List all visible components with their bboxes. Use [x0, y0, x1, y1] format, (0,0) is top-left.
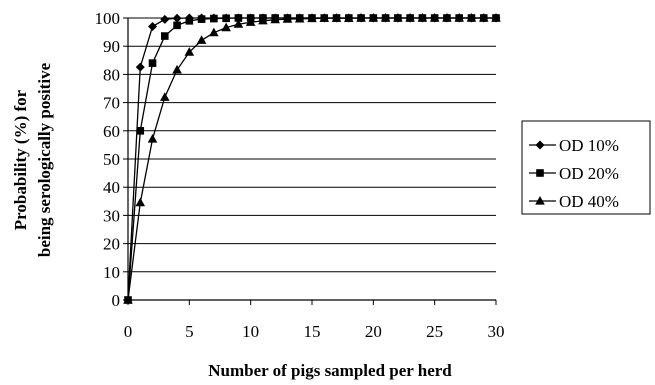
- data-point-od-20-2: [148, 59, 157, 67]
- legend-item-od-10: OD 10%: [529, 136, 619, 155]
- data-point-od-40-23: [405, 13, 415, 22]
- data-point-od-40-25: [429, 13, 440, 22]
- y-tick-label-60: 60: [103, 122, 120, 141]
- data-point-od-40-16: [319, 13, 330, 22]
- x-tick-label-30: 30: [488, 322, 505, 341]
- legend-marker-od-20: [536, 169, 544, 177]
- y-tick-label-50: 50: [103, 150, 120, 169]
- y-tick-label-90: 90: [103, 37, 120, 56]
- y-axis-label: Probability (%) for being serologically …: [11, 62, 54, 257]
- data-point-od-40-8: [221, 22, 231, 32]
- data-point-od-40-19: [356, 13, 366, 22]
- series-group: [123, 13, 501, 305]
- data-point-od-20-3: [161, 32, 169, 40]
- x-tick-label-5: 5: [185, 322, 194, 341]
- data-point-od-40-9: [233, 19, 244, 28]
- y-tick-label-70: 70: [103, 94, 120, 113]
- x-tick-label-10: 10: [242, 322, 259, 341]
- legend-item-od-20: OD 20%: [529, 164, 619, 183]
- y-tick-label-30: 30: [103, 206, 120, 225]
- data-point-od-20-1: [136, 127, 145, 135]
- data-point-od-40-15: [307, 13, 317, 23]
- y-axis-label-line-2: being serologically positive: [35, 62, 54, 257]
- data-point-od-10-1: [135, 62, 145, 72]
- data-point-od-40-26: [442, 13, 452, 22]
- data-point-od-40-10: [245, 17, 256, 26]
- data-point-od-40-11: [258, 15, 268, 25]
- axes: [123, 17, 497, 305]
- data-point-od-20-4: [173, 21, 181, 30]
- data-point-od-40-28: [466, 13, 477, 22]
- data-point-od-40-17: [331, 13, 342, 22]
- y-axis-label-line-1: Probability (%) for: [11, 89, 30, 230]
- data-point-od-20-9: [234, 14, 243, 22]
- series-od-40: [123, 13, 501, 304]
- x-tick-label-25: 25: [426, 322, 443, 341]
- legend-marker-od-40: [535, 196, 545, 205]
- data-point-od-40-27: [454, 13, 464, 22]
- y-tick-label-10: 10: [103, 263, 120, 282]
- y-tick-labels: 0 10 20 30 40 50 60 70 80 90 100: [95, 9, 121, 310]
- data-point-od-40-2: [147, 133, 158, 143]
- y-tick-label-20: 20: [103, 235, 120, 254]
- data-point-od-40-22: [393, 13, 403, 22]
- legend-box: [521, 120, 651, 215]
- x-axis-label: Number of pigs sampled per herd: [208, 361, 452, 380]
- data-point-od-40-6: [196, 35, 207, 44]
- legend-label-od-20: OD 20%: [559, 164, 619, 183]
- x-tick-labels: 0 5 10 15 20 25 30: [124, 322, 505, 341]
- data-point-od-40-21: [380, 13, 391, 22]
- data-point-od-40-20: [368, 13, 379, 22]
- data-point-od-20-7: [210, 14, 218, 23]
- data-point-od-40-4: [172, 64, 182, 74]
- data-point-od-20-8: [222, 14, 230, 23]
- legend-label-od-40: OD 40%: [559, 192, 619, 211]
- data-point-od-40-1: [135, 197, 146, 207]
- grid-lines: [128, 17, 496, 273]
- data-point-od-40-7: [209, 27, 219, 37]
- data-point-od-20-6: [197, 15, 206, 23]
- y-tick-label-0: 0: [112, 291, 121, 310]
- legend-label-od-10: OD 10%: [559, 136, 619, 155]
- data-point-od-10-2: [148, 21, 158, 31]
- data-point-od-40-12: [270, 14, 280, 24]
- x-tick-label-20: 20: [365, 322, 382, 341]
- data-point-od-40-0: [123, 295, 133, 304]
- data-point-od-40-18: [344, 13, 354, 22]
- data-point-od-40-30: [491, 13, 501, 22]
- data-point-od-10-4: [172, 13, 182, 23]
- legend-item-od-40: OD 40%: [529, 192, 619, 211]
- data-point-od-40-29: [478, 13, 489, 22]
- x-tick-label-15: 15: [304, 322, 321, 341]
- data-point-od-40-13: [282, 14, 293, 23]
- y-tick-label-80: 80: [103, 65, 120, 84]
- data-point-od-40-14: [294, 13, 305, 23]
- data-point-od-20-5: [185, 17, 194, 25]
- x-tick-label-0: 0: [124, 322, 133, 341]
- legend: OD 10% OD 20% OD 40%: [521, 120, 651, 215]
- y-tick-label-40: 40: [103, 178, 120, 197]
- data-point-od-40-3: [160, 92, 170, 101]
- data-point-od-10-3: [160, 14, 170, 24]
- data-point-od-40-5: [184, 47, 195, 56]
- data-point-od-40-24: [417, 13, 428, 22]
- y-tick-label-100: 100: [95, 9, 121, 28]
- legend-marker-od-10: [535, 140, 545, 150]
